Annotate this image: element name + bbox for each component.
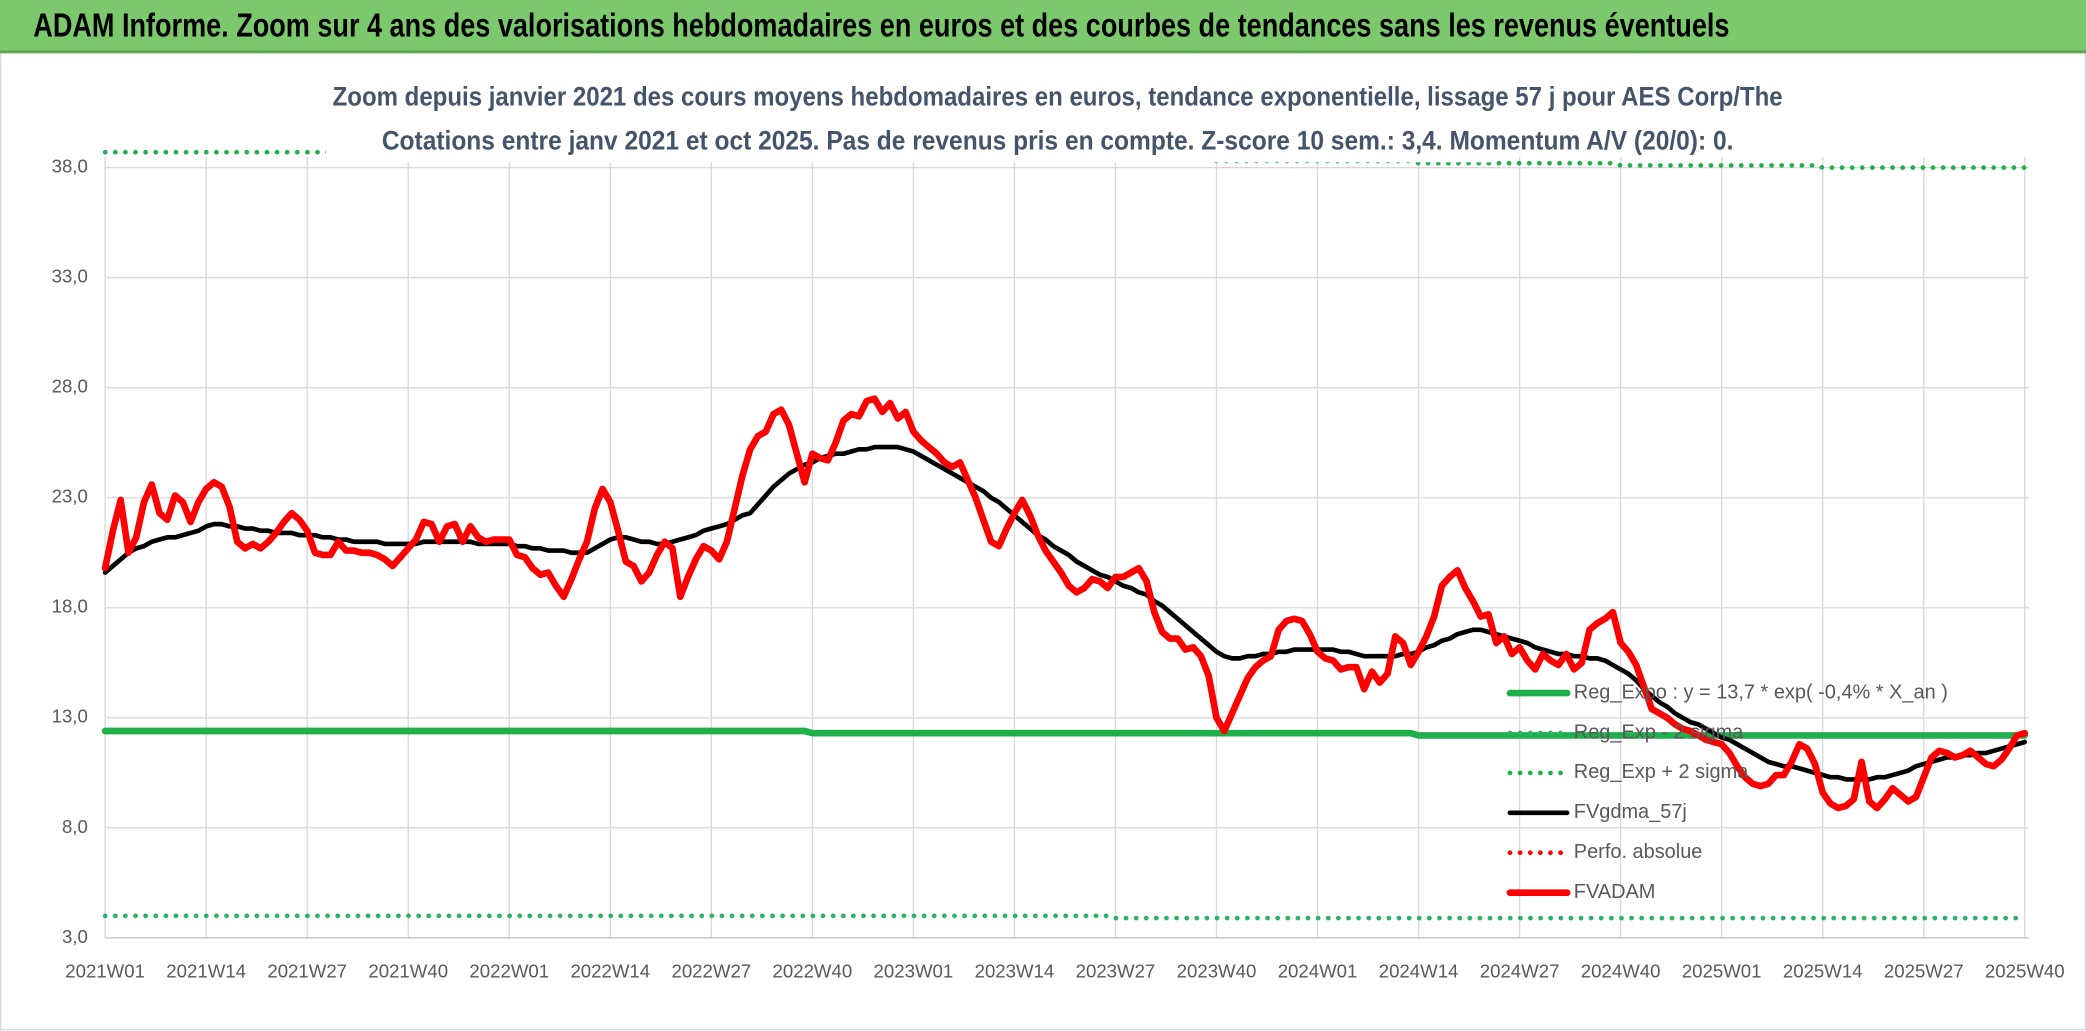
y-tick-label: 3,0 — [62, 926, 88, 947]
x-tick-label: 2021W27 — [267, 960, 347, 981]
x-tick-label: 2021W40 — [368, 960, 448, 981]
legend-label: FVgdma_57j — [1574, 801, 1687, 823]
axes: 3,0 8,0 13,0 18,0 23,0 28,0 33,0 38,0 2021W01 202… — [52, 156, 2065, 982]
x-tick-label: 2024W14 — [1379, 960, 1459, 981]
legend-label: Reg_Exp + 2 sigma — [1574, 761, 1749, 783]
x-tick-label: 2024W40 — [1581, 960, 1661, 981]
x-tick-label: 2022W01 — [469, 960, 549, 981]
x-tick-label: 2024W27 — [1480, 960, 1560, 981]
series-line — [101, 395, 2029, 812]
x-tick-label: 2025W01 — [1682, 960, 1762, 981]
x-tick-label: 2023W01 — [874, 960, 954, 981]
x-tick-label: 2025W27 — [1884, 960, 1964, 981]
x-tick-label: 2025W14 — [1783, 960, 1863, 981]
y-tick-label: 33,0 — [52, 266, 88, 287]
series-line — [102, 913, 2028, 921]
legend: Reg_Expo : y = 13,7 * exp( -0,4% * X_an … — [1506, 681, 1948, 903]
x-tick-label: 2022W14 — [570, 960, 650, 981]
y-tick-label: 13,0 — [52, 706, 88, 727]
chart-title: Zoom depuis janvier 2021 des cours moyen… — [333, 81, 1783, 111]
x-tick-label: 2022W27 — [671, 960, 751, 981]
header-title: ADAM Informe. Zoom sur 4 ans des valoris… — [33, 8, 1729, 45]
x-tick-label: 2025W40 — [1985, 960, 2065, 981]
y-tick-label: 28,0 — [52, 376, 88, 397]
y-tick-label: 18,0 — [52, 596, 88, 617]
y-tick-label: 8,0 — [62, 816, 88, 837]
x-tick-label: 2021W01 — [65, 960, 145, 981]
x-tick-label: 2023W27 — [1076, 960, 1156, 981]
legend-label: Reg_Exp - 2 sigma — [1574, 721, 1744, 743]
x-tick-label: 2023W14 — [975, 960, 1055, 981]
x-tick-label: 2021W14 — [166, 960, 246, 981]
legend-label: FVADAM — [1574, 881, 1656, 903]
y-tick-label: 38,0 — [52, 156, 88, 177]
x-tick-label: 2024W01 — [1278, 960, 1358, 981]
legend-label: Perfo. absolue — [1574, 841, 1703, 863]
x-tick-label: 2022W40 — [773, 960, 853, 981]
title-backdrop — [325, 77, 1497, 163]
y-tick-label: 23,0 — [52, 486, 88, 507]
legend-label: Reg_Expo : y = 13,7 * exp( -0,4% * X_an … — [1574, 681, 1948, 703]
header-bar — [0, 0, 2086, 54]
chart-subtitle: Cotations entre janv 2021 et oct 2025. P… — [382, 125, 1734, 155]
series-line — [102, 444, 2028, 782]
x-tick-label: 2023W40 — [1177, 960, 1257, 981]
